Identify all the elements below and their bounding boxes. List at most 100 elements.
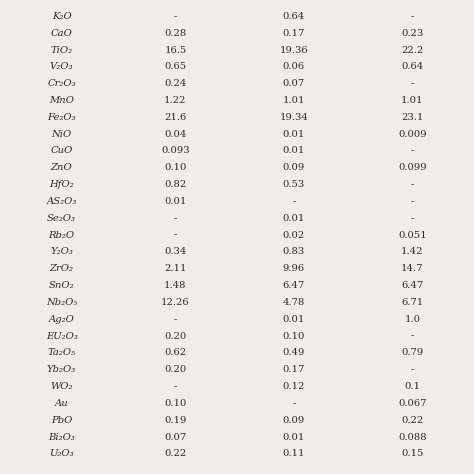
Text: 0.28: 0.28 <box>164 29 186 37</box>
Text: 0.64: 0.64 <box>401 62 423 71</box>
Text: 0.34: 0.34 <box>164 247 187 256</box>
Text: 0.22: 0.22 <box>401 416 423 425</box>
Text: SnO₂: SnO₂ <box>49 281 74 290</box>
Text: Yb₂O₃: Yb₂O₃ <box>47 365 76 374</box>
Text: 9.96: 9.96 <box>283 264 305 273</box>
Text: 0.49: 0.49 <box>283 348 305 357</box>
Text: 1.22: 1.22 <box>164 96 187 105</box>
Text: 1.42: 1.42 <box>401 247 424 256</box>
Text: 0.06: 0.06 <box>283 62 305 71</box>
Text: -: - <box>173 382 177 391</box>
Text: 19.34: 19.34 <box>280 113 308 122</box>
Text: 0.12: 0.12 <box>283 382 305 391</box>
Text: 0.09: 0.09 <box>283 416 305 425</box>
Text: 2.11: 2.11 <box>164 264 187 273</box>
Text: 0.64: 0.64 <box>283 12 305 21</box>
Text: 0.20: 0.20 <box>164 332 186 340</box>
Text: 0.15: 0.15 <box>401 449 424 458</box>
Text: TiO₂: TiO₂ <box>51 46 73 55</box>
Text: 0.17: 0.17 <box>283 365 305 374</box>
Text: 0.11: 0.11 <box>283 449 305 458</box>
Text: CaO: CaO <box>51 29 73 37</box>
Text: NiO: NiO <box>52 130 72 138</box>
Text: Ta₂O₅: Ta₂O₅ <box>47 348 76 357</box>
Text: 16.5: 16.5 <box>164 46 186 55</box>
Text: 4.78: 4.78 <box>283 298 305 307</box>
Text: Fe₂O₃: Fe₂O₃ <box>47 113 76 122</box>
Text: 0.23: 0.23 <box>401 29 423 37</box>
Text: -: - <box>173 214 177 223</box>
Text: Y₂O₃: Y₂O₃ <box>50 247 73 256</box>
Text: 0.20: 0.20 <box>164 365 186 374</box>
Text: 0.01: 0.01 <box>283 146 305 155</box>
Text: 12.26: 12.26 <box>161 298 190 307</box>
Text: 0.83: 0.83 <box>283 247 305 256</box>
Text: 22.2: 22.2 <box>401 46 423 55</box>
Text: 6.47: 6.47 <box>401 281 423 290</box>
Text: CuO: CuO <box>50 146 73 155</box>
Text: 0.19: 0.19 <box>164 416 187 425</box>
Text: 0.79: 0.79 <box>401 348 423 357</box>
Text: V₂O₃: V₂O₃ <box>50 62 73 71</box>
Text: 0.10: 0.10 <box>164 399 187 408</box>
Text: 0.22: 0.22 <box>164 449 186 458</box>
Text: Bi₂O₃: Bi₂O₃ <box>48 432 75 441</box>
Text: 0.009: 0.009 <box>398 130 427 138</box>
Text: 0.07: 0.07 <box>164 432 186 441</box>
Text: Rb₂O: Rb₂O <box>48 230 75 239</box>
Text: 0.093: 0.093 <box>161 146 190 155</box>
Text: 0.65: 0.65 <box>164 62 186 71</box>
Text: 1.0: 1.0 <box>404 315 420 324</box>
Text: 23.1: 23.1 <box>401 113 424 122</box>
Text: -: - <box>410 180 414 189</box>
Text: -: - <box>410 197 414 206</box>
Text: U₂O₃: U₂O₃ <box>49 449 74 458</box>
Text: 0.53: 0.53 <box>283 180 305 189</box>
Text: 14.7: 14.7 <box>401 264 424 273</box>
Text: 19.36: 19.36 <box>280 46 308 55</box>
Text: -: - <box>410 146 414 155</box>
Text: EU₂O₃: EU₂O₃ <box>46 332 78 340</box>
Text: -: - <box>410 214 414 223</box>
Text: MnO: MnO <box>49 96 74 105</box>
Text: 0.1: 0.1 <box>404 382 420 391</box>
Text: 0.01: 0.01 <box>283 214 305 223</box>
Text: 21.6: 21.6 <box>164 113 186 122</box>
Text: 0.10: 0.10 <box>283 332 305 340</box>
Text: 0.01: 0.01 <box>283 315 305 324</box>
Text: -: - <box>292 197 296 206</box>
Text: -: - <box>410 79 414 88</box>
Text: Se₂O₃: Se₂O₃ <box>47 214 76 223</box>
Text: 0.24: 0.24 <box>164 79 187 88</box>
Text: 0.01: 0.01 <box>164 197 187 206</box>
Text: ZnO: ZnO <box>51 163 73 172</box>
Text: -: - <box>173 230 177 239</box>
Text: ZrO₂: ZrO₂ <box>50 264 73 273</box>
Text: 0.82: 0.82 <box>164 180 186 189</box>
Text: -: - <box>410 12 414 21</box>
Text: 1.48: 1.48 <box>164 281 187 290</box>
Text: 0.09: 0.09 <box>283 163 305 172</box>
Text: -: - <box>410 365 414 374</box>
Text: 0.04: 0.04 <box>164 130 187 138</box>
Text: 0.099: 0.099 <box>398 163 427 172</box>
Text: 0.62: 0.62 <box>164 348 186 357</box>
Text: 0.01: 0.01 <box>283 130 305 138</box>
Text: Ag₂O: Ag₂O <box>49 315 74 324</box>
Text: WO₂: WO₂ <box>50 382 73 391</box>
Text: HfO₂: HfO₂ <box>49 180 74 189</box>
Text: Nb₂O₅: Nb₂O₅ <box>46 298 77 307</box>
Text: 0.10: 0.10 <box>164 163 187 172</box>
Text: AS₂O₃: AS₂O₃ <box>46 197 77 206</box>
Text: -: - <box>292 399 296 408</box>
Text: -: - <box>173 12 177 21</box>
Text: -: - <box>410 332 414 340</box>
Text: K₂O: K₂O <box>52 12 72 21</box>
Text: 6.47: 6.47 <box>283 281 305 290</box>
Text: -: - <box>173 315 177 324</box>
Text: 6.71: 6.71 <box>401 298 423 307</box>
Text: 0.17: 0.17 <box>283 29 305 37</box>
Text: Au: Au <box>55 399 69 408</box>
Text: 0.088: 0.088 <box>398 432 427 441</box>
Text: 0.051: 0.051 <box>398 230 427 239</box>
